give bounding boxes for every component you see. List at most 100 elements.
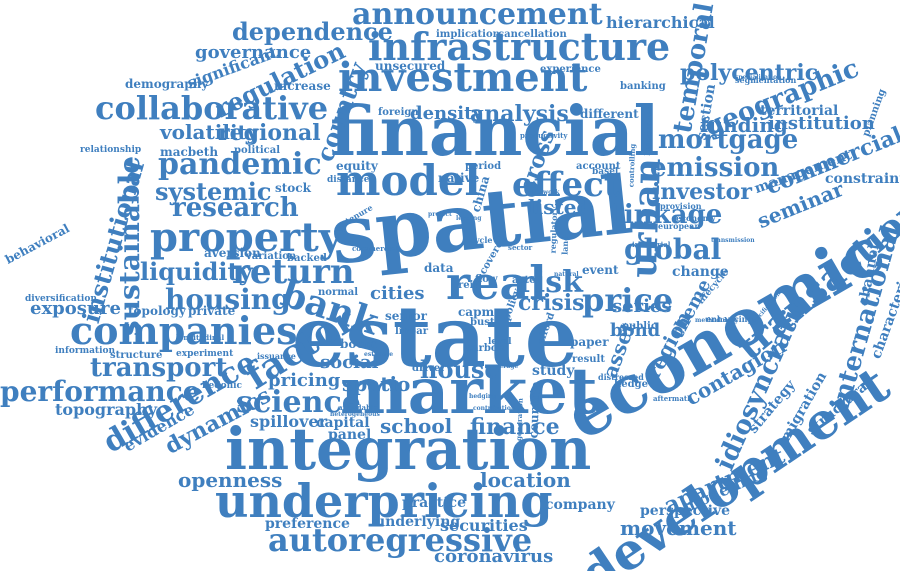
word: experience <box>540 64 601 75</box>
word: location <box>480 468 571 492</box>
word: announcement <box>352 0 603 32</box>
word: heterogeneous <box>330 411 380 418</box>
word: liquidity <box>140 257 253 286</box>
word: reit <box>458 280 479 291</box>
word: senior <box>385 309 427 323</box>
word: perspective <box>640 503 731 519</box>
word: governance <box>195 42 312 63</box>
word: unsecured <box>375 59 446 73</box>
word: industrial <box>632 240 671 249</box>
word: paper <box>570 335 609 349</box>
word: financial <box>330 92 660 172</box>
word: specialization <box>735 74 782 81</box>
word: carbon <box>466 343 505 354</box>
word: natural <box>554 271 579 278</box>
word: behavioral <box>2 221 72 267</box>
word: segmentation <box>735 75 797 85</box>
word: methodology <box>695 317 739 324</box>
word: increase <box>274 79 331 93</box>
word: information <box>55 346 116 356</box>
word: mortgage <box>658 125 799 155</box>
word: emission <box>650 153 780 183</box>
word: issuance <box>257 351 296 361</box>
word: linear <box>395 326 428 337</box>
word: lending <box>456 215 482 222</box>
word: account <box>576 161 621 172</box>
word: integration <box>225 415 592 483</box>
word: macbeth <box>160 145 219 159</box>
word: commercial <box>352 244 399 253</box>
word: level <box>488 337 512 347</box>
word: estimate <box>364 351 394 358</box>
word: territorial <box>760 103 839 119</box>
word: data <box>424 261 454 275</box>
word: investment <box>338 54 588 101</box>
word: openness <box>178 468 283 492</box>
word: implication <box>436 29 500 40</box>
word: pricing <box>268 370 341 391</box>
word: securities <box>440 516 528 535</box>
word: capm <box>458 305 495 319</box>
word: project <box>428 211 452 218</box>
word: real <box>446 256 547 310</box>
word: series <box>612 296 672 317</box>
word: risk <box>518 265 583 300</box>
word: housing <box>165 283 291 316</box>
word: aftermath <box>653 394 693 403</box>
word: funding <box>700 113 788 137</box>
word: generation <box>514 397 525 442</box>
word: sector <box>508 243 533 252</box>
word: experiment <box>176 349 234 359</box>
word: average <box>492 363 519 370</box>
word: driver <box>412 363 446 374</box>
word: research <box>172 193 299 223</box>
word: price <box>582 281 674 319</box>
word: relationship <box>80 145 142 155</box>
word: investor <box>652 179 752 205</box>
word: stock <box>275 181 311 195</box>
word: banking <box>620 81 666 92</box>
word: affordable <box>338 403 379 412</box>
word: event <box>582 263 619 277</box>
word: linkage <box>614 200 723 230</box>
word: topography <box>55 400 158 419</box>
word: change <box>672 264 729 280</box>
word: autoregressive <box>268 521 533 559</box>
word: movement <box>620 516 737 540</box>
word: boom <box>340 337 378 351</box>
word: estate <box>292 287 579 386</box>
word: underpricing <box>215 474 553 528</box>
word: practice <box>402 495 466 511</box>
word: bond <box>610 320 661 341</box>
word: demography <box>125 77 209 91</box>
word: regulatory <box>547 206 560 254</box>
word: constraint <box>825 171 900 187</box>
word: public <box>622 321 657 332</box>
word: exposure <box>30 298 121 319</box>
word: volatility <box>160 120 259 144</box>
word: company <box>545 497 615 513</box>
word: result <box>572 354 605 365</box>
word: capital <box>316 415 370 431</box>
word: contribution <box>473 405 516 412</box>
word: finance <box>470 414 560 440</box>
word: study <box>532 363 575 379</box>
word: aversion <box>204 246 261 260</box>
word: hedging <box>469 393 497 400</box>
word: analysis <box>470 101 569 127</box>
word: topology <box>128 304 186 318</box>
word: transmission <box>711 237 755 244</box>
word: normal <box>318 287 359 298</box>
word: land <box>559 235 571 255</box>
word: economy <box>676 213 716 223</box>
word: science <box>236 385 361 420</box>
word: hedonic <box>202 381 243 391</box>
word: companies <box>70 308 298 353</box>
word: cities <box>370 283 425 304</box>
word: period <box>465 161 502 172</box>
word: institution <box>768 113 875 134</box>
word: different <box>580 107 639 121</box>
word: market <box>340 354 598 429</box>
word: bust <box>470 317 495 328</box>
